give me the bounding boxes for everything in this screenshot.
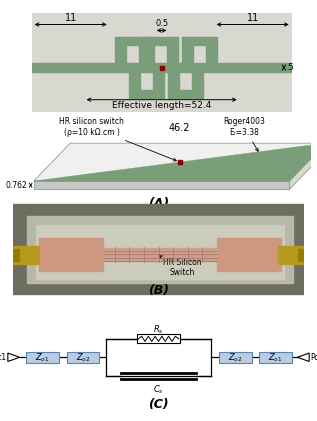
Text: $Z_{o2}$: $Z_{o2}$ bbox=[228, 351, 243, 364]
Polygon shape bbox=[34, 181, 289, 189]
Text: $Z_{o1}$: $Z_{o1}$ bbox=[268, 351, 283, 364]
Text: (B): (B) bbox=[148, 284, 169, 297]
Polygon shape bbox=[244, 143, 317, 181]
Text: 11: 11 bbox=[247, 13, 259, 22]
Bar bbox=[27, 216, 293, 282]
Text: 0.5: 0.5 bbox=[155, 19, 168, 29]
Text: HR Silicon
Switch: HR Silicon Switch bbox=[159, 256, 201, 277]
Text: Port2: Port2 bbox=[311, 353, 317, 362]
Bar bbox=[129, 72, 140, 90]
Bar bbox=[183, 37, 217, 45]
Bar bbox=[153, 72, 164, 90]
Text: 46.2: 46.2 bbox=[169, 123, 191, 133]
Bar bbox=[39, 237, 103, 271]
Text: HR silicon switch
(ρ=10 kΩ.cm ): HR silicon switch (ρ=10 kΩ.cm ) bbox=[59, 117, 176, 161]
Text: $C_s$: $C_s$ bbox=[153, 383, 164, 396]
Text: (C): (C) bbox=[148, 397, 169, 410]
Bar bbox=[217, 237, 281, 271]
Polygon shape bbox=[289, 143, 317, 189]
Bar bbox=[168, 90, 203, 98]
Polygon shape bbox=[34, 174, 86, 181]
Bar bbox=[144, 37, 178, 45]
Bar bbox=[214, 63, 292, 72]
Text: 11: 11 bbox=[65, 13, 77, 22]
Polygon shape bbox=[8, 353, 20, 362]
Text: Port1: Port1 bbox=[0, 353, 6, 362]
Bar bbox=[299, 249, 307, 261]
Bar bbox=[219, 352, 252, 363]
Bar bbox=[129, 90, 164, 98]
Polygon shape bbox=[34, 143, 317, 181]
Text: Roger4003
Eᵣ=3.38: Roger4003 Eᵣ=3.38 bbox=[223, 117, 265, 151]
Bar bbox=[167, 45, 178, 63]
Bar bbox=[67, 352, 100, 363]
Text: Effective length=52.4: Effective length=52.4 bbox=[112, 101, 211, 109]
Polygon shape bbox=[79, 150, 274, 181]
Bar bbox=[183, 45, 193, 63]
Bar bbox=[259, 352, 292, 363]
Bar bbox=[144, 45, 154, 63]
Bar bbox=[110, 63, 214, 72]
Text: 5: 5 bbox=[288, 63, 294, 72]
Bar bbox=[26, 352, 59, 363]
Bar bbox=[36, 224, 284, 279]
Bar bbox=[139, 45, 150, 63]
Text: (A): (A) bbox=[148, 197, 169, 210]
Polygon shape bbox=[297, 353, 309, 362]
Text: 0.762: 0.762 bbox=[6, 181, 28, 190]
Text: $Z_{o2}$: $Z_{o2}$ bbox=[76, 351, 90, 364]
Bar bbox=[192, 72, 203, 90]
Bar bbox=[115, 45, 126, 63]
Text: $Z_{o1}$: $Z_{o1}$ bbox=[36, 351, 50, 364]
Bar bbox=[137, 334, 180, 343]
Bar bbox=[103, 248, 217, 261]
Bar bbox=[10, 249, 18, 261]
Bar bbox=[206, 45, 217, 63]
Bar bbox=[278, 246, 304, 264]
Text: $R_s$: $R_s$ bbox=[153, 323, 164, 336]
Bar bbox=[115, 37, 150, 45]
Bar bbox=[32, 63, 110, 72]
Bar bbox=[168, 72, 179, 90]
Bar bbox=[13, 246, 39, 264]
